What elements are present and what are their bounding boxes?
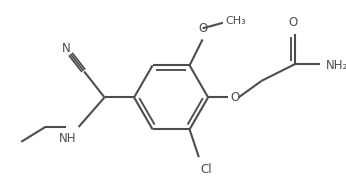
Text: N: N [62, 42, 71, 56]
Text: O: O [199, 22, 208, 35]
Text: NH: NH [59, 132, 77, 145]
Text: O: O [230, 91, 239, 104]
Text: Cl: Cl [201, 163, 212, 176]
Text: CH₃: CH₃ [226, 16, 246, 26]
Text: O: O [289, 16, 298, 29]
Text: NH₂: NH₂ [326, 58, 346, 72]
